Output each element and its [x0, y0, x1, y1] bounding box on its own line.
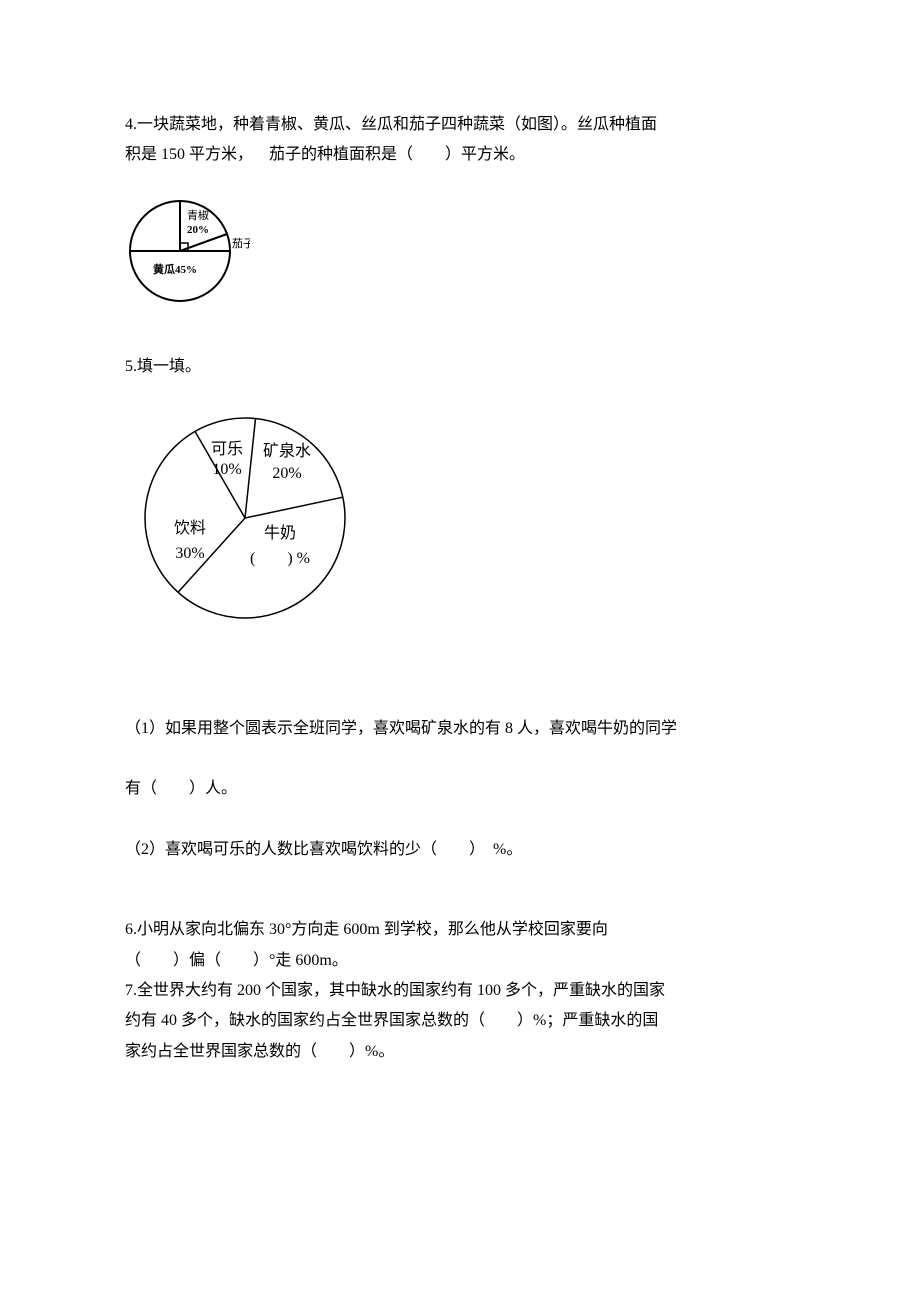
q5-pie-chart: 可乐 10% 矿泉水 20% 饮料 30% 牛奶 ( ) %: [125, 403, 795, 644]
q5-sub1a: （1）如果用整个圆表示全班同学，喜欢喝矿泉水的有 8 人，喜欢喝牛奶的同学: [125, 714, 795, 744]
q5-pie-niunai: 牛奶: [264, 524, 296, 542]
q5-sub2: （2）喜欢喝可乐的人数比喜欢喝饮料的少（ ） %。: [125, 835, 795, 865]
q4-line2: 积是 150 平方米， 茄子的种植面积是（ ）平方米。: [125, 146, 525, 163]
q4-pie-qingjiao-pct: 20%: [187, 224, 209, 236]
q5-pie-yinliao: 饮料: [174, 519, 206, 537]
q5-heading: 5.填一填。: [125, 352, 795, 382]
q5-pie-niunai-blank: ( ) %: [250, 550, 310, 567]
q6-line1: 6.小明从家向北偏东 30°方向走 600m 到学校，那么他从学校回家要向: [125, 915, 795, 945]
q5-sub1b: 有（ ）人。: [125, 774, 795, 804]
worksheet-page: 4.一块蔬菜地，种着青椒、黄瓜、丝瓜和茄子四种蔬菜（如图）。丝瓜种植面 积是 1…: [0, 0, 920, 1127]
q4-pie-chart: 青椒 20% 茄子 黄瓜45%: [120, 191, 795, 322]
q7-line2: 约有 40 多个，缺水的国家约占全世界国家总数的（ ）%；严重缺水的国: [125, 1006, 795, 1036]
q5-pie-kqs: 矿泉水: [263, 442, 311, 460]
q7-line1: 7.全世界大约有 200 个国家，其中缺水的国家约有 100 多个，严重缺水的国…: [125, 976, 795, 1006]
q4-text: 4.一块蔬菜地，种着青椒、黄瓜、丝瓜和茄子四种蔬菜（如图）。丝瓜种植面 积是 1…: [125, 110, 795, 171]
q5-pie-kqs-pct: 20%: [272, 465, 301, 482]
q6-line2: （ ）偏（ ）°走 600m。: [125, 946, 795, 976]
q4-pie-huanggua: 黄瓜45%: [153, 262, 197, 276]
q4-pie-qiezi: 茄子: [232, 236, 250, 250]
q5-pie-kele: 可乐: [211, 440, 243, 458]
q5-pie-yinliao-pct: 30%: [175, 545, 204, 562]
q4-pie-qingjiao: 青椒: [187, 208, 209, 222]
q7-line3: 家约占全世界国家总数的（ ）%。: [125, 1037, 795, 1067]
q5-pie-kele-pct: 10%: [212, 461, 241, 478]
q4-line1: 4.一块蔬菜地，种着青椒、黄瓜、丝瓜和茄子四种蔬菜（如图）。丝瓜种植面: [125, 116, 657, 133]
